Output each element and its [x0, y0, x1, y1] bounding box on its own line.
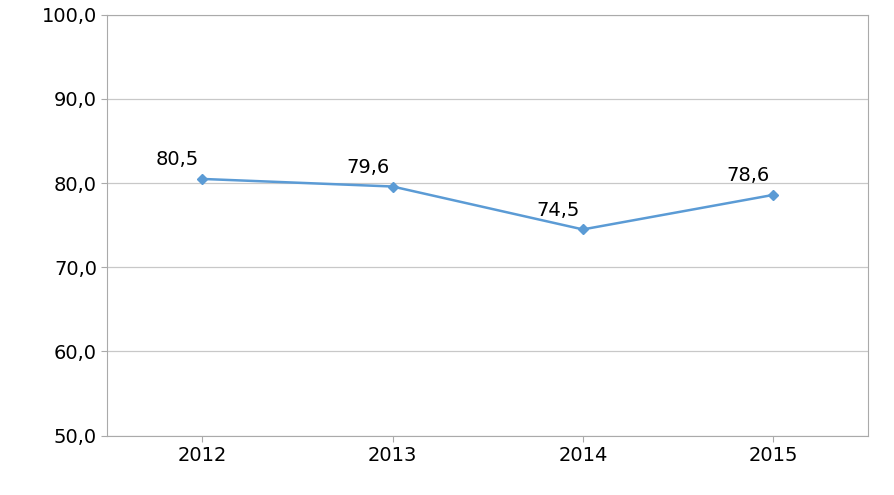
Text: 78,6: 78,6 — [726, 166, 769, 185]
Text: 74,5: 74,5 — [536, 200, 579, 220]
Text: 79,6: 79,6 — [346, 157, 389, 177]
Text: 80,5: 80,5 — [156, 150, 198, 169]
